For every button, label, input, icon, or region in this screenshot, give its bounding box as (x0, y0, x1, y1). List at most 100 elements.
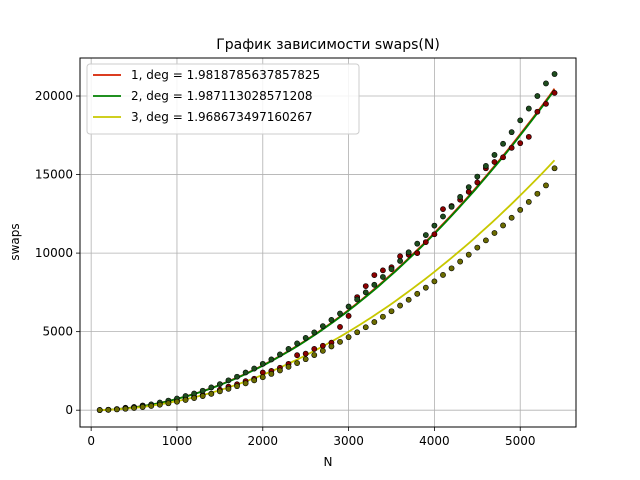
series-3-point (328, 343, 335, 350)
series-3-point (422, 284, 429, 291)
series-3-point (440, 272, 446, 278)
series-3-point (491, 230, 498, 236)
series-2-point (397, 258, 403, 264)
series-2-fit-line (99, 89, 556, 411)
series-2-point (268, 356, 275, 363)
series-3-point (139, 404, 146, 410)
series-2-point (465, 184, 472, 191)
series-2-point (551, 71, 558, 77)
series-2-point (448, 203, 455, 210)
series-2-point (208, 384, 215, 391)
series-3-fit-line (99, 159, 556, 411)
series-1-point (525, 133, 532, 140)
series-1-point (414, 250, 421, 257)
series-3-point (242, 380, 249, 387)
series-1-point (319, 342, 326, 349)
series-3-point (208, 390, 215, 397)
y-tick-label: 20000 (35, 89, 73, 103)
series-2-point (474, 173, 481, 180)
series-3-point (225, 385, 232, 392)
series-2-point (405, 249, 412, 256)
y-tick-label: 0 (65, 403, 73, 417)
series-1-point (508, 144, 515, 151)
series-2-point (543, 80, 549, 87)
series-2-point (251, 365, 258, 372)
series-2-point (371, 281, 378, 288)
series-3-point (474, 244, 481, 251)
series-2-point (362, 289, 369, 296)
x-axis-label: N (324, 455, 333, 469)
series-3-point (508, 214, 515, 221)
series-1-point (311, 346, 318, 352)
y-tick-label: 5000 (42, 325, 73, 339)
series-3-point (500, 222, 506, 229)
series-3-point (285, 363, 292, 370)
series-1-point (294, 352, 301, 359)
x-tick-label: 1000 (162, 434, 193, 448)
series-3-point (551, 165, 558, 172)
series-2-point (259, 360, 266, 367)
series-3-point (113, 406, 120, 413)
series-3-point (337, 338, 343, 345)
series-3-point (345, 334, 352, 341)
series-3-point (216, 388, 223, 395)
series-3-point (268, 371, 275, 377)
series-2-point (302, 335, 309, 341)
series-1-point (543, 100, 549, 107)
series-2-point (277, 351, 283, 358)
series-3-point (354, 329, 361, 336)
legend-box (86, 63, 360, 135)
plot-frame (79, 57, 577, 428)
series-3-point (259, 374, 266, 381)
series-2-point (457, 193, 464, 200)
series-3-point (397, 302, 403, 309)
y-axis-ticks: 0 5000 10000 15000 20000 (35, 89, 80, 417)
series-1-point (474, 179, 481, 186)
series-2-point (388, 266, 395, 273)
x-tick-label: 3000 (333, 434, 364, 448)
series-2-point (431, 222, 438, 229)
series-3-point (482, 237, 489, 244)
series-1-point (431, 231, 438, 238)
series-2-point (422, 232, 429, 238)
series-2-point (242, 369, 249, 376)
series-3-point (543, 182, 549, 189)
series-2-point (491, 152, 498, 158)
series-1-point (371, 272, 378, 278)
series-1-point (422, 239, 429, 246)
chart-title: График зависимости swaps(N) (216, 37, 440, 53)
data-markers (96, 71, 558, 413)
series-3-point (457, 258, 464, 265)
series-3-point (234, 383, 240, 390)
series-1-point (337, 324, 343, 330)
series-2-point (482, 163, 489, 169)
x-axis-ticks: 0 1000 2000 3000 4000 5000 (87, 427, 535, 448)
series-3-point (431, 278, 438, 285)
series-2-point (199, 387, 206, 394)
series-3-point (294, 360, 301, 366)
series-2-point (414, 240, 421, 247)
series-3-point (96, 407, 103, 413)
series-3-point (311, 352, 318, 358)
series-1-point (534, 108, 541, 115)
series-2-point (319, 323, 326, 330)
x-tick-label: 2000 (248, 434, 279, 448)
series-3-point (517, 207, 524, 213)
series-2-point (234, 373, 240, 380)
series-3-point (156, 401, 163, 408)
series-2-point (525, 105, 532, 112)
series-3-point (105, 406, 112, 413)
series-1-point (491, 159, 498, 165)
series-3-point (165, 400, 172, 407)
series-3-point (182, 397, 189, 403)
series-3-point (122, 405, 129, 412)
legend-entry-3: 3, deg = 1.968673497160267 (131, 110, 313, 124)
series-3-point (251, 377, 258, 384)
series-2-point (294, 340, 301, 347)
series-3-point (525, 198, 532, 205)
series-3-point (191, 395, 198, 401)
series-1-point (440, 206, 446, 213)
series-2-point (500, 140, 506, 147)
